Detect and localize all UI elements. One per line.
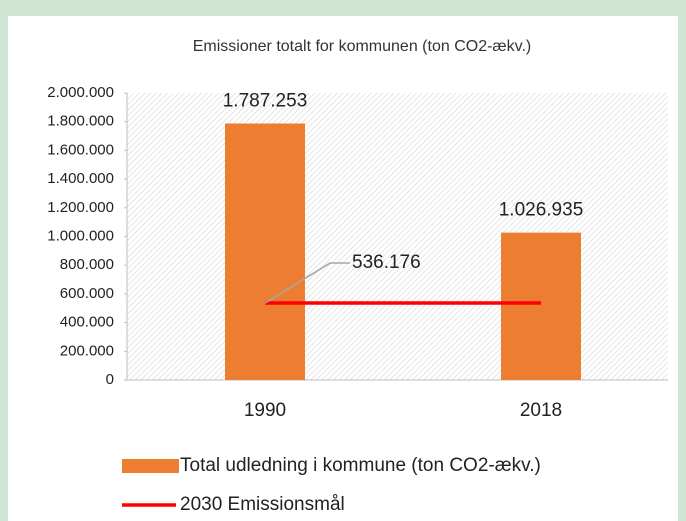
data-label: 1.787.253 [223, 91, 308, 112]
chart-title: Emissioner totalt for kommunen (ton CO2-… [193, 38, 531, 55]
legend-label: Total udledning i kommune (ton CO2-ækv.) [180, 455, 541, 476]
y-tick-label: 1.400.000 [47, 170, 114, 187]
y-tick-label: 2.000.000 [47, 84, 114, 101]
y-tick-label: 1.000.000 [47, 227, 114, 244]
y-tick-label: 600.000 [60, 285, 114, 302]
y-tick-label: 1.600.000 [47, 141, 114, 158]
y-tick-label: 400.000 [60, 314, 114, 331]
y-tick-label: 1.800.000 [47, 113, 114, 130]
x-tick-label: 2018 [520, 400, 562, 421]
bar [501, 232, 581, 380]
x-tick-label: 1990 [244, 400, 286, 421]
plot-area [127, 93, 668, 380]
data-label: 536.176 [352, 252, 421, 273]
y-tick-label: 0 [106, 371, 114, 388]
data-label: 1.026.935 [499, 200, 584, 221]
bar [225, 123, 305, 380]
y-tick-label: 200.000 [60, 342, 114, 359]
legend-swatch [122, 459, 179, 473]
y-tick-label: 1.200.000 [47, 199, 114, 216]
y-tick-label: 800.000 [60, 256, 114, 273]
legend-label: 2030 Emissionsmål [180, 494, 345, 515]
leader-line [264, 262, 350, 304]
